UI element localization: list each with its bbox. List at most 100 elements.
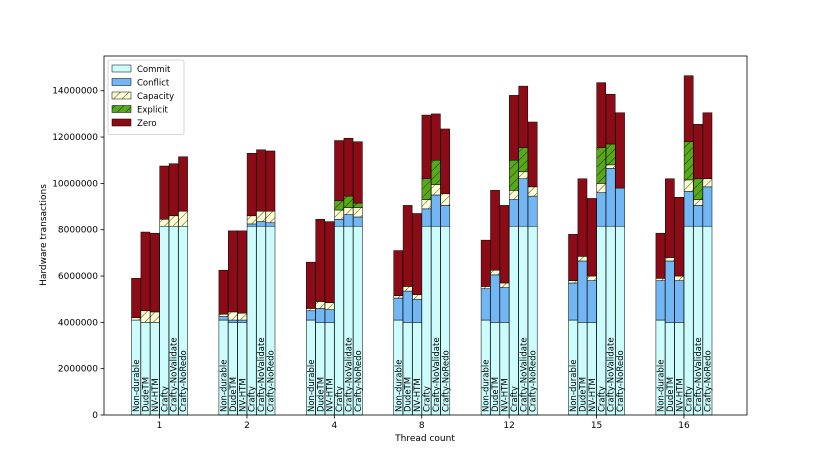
bar-hatch-capacity-non-durable-t2 — [218, 314, 228, 317]
bar-hatch-explicit-crafty-novalidate-t12 — [518, 147, 528, 172]
bar-hatch-capacity-crafty-t16 — [684, 179, 694, 192]
legend-swatch-zero — [111, 118, 132, 127]
bar-segment-conflict-crafty-novalidate-t15 — [605, 168, 616, 227]
bar-label-nv-htm-t12: NV-HTM — [500, 378, 510, 412]
bar-segment-conflict-nv-htm-t8 — [412, 298, 422, 323]
bar-segment-zero-crafty-novalidate-t2 — [256, 149, 266, 212]
bar-segment-conflict-nv-htm-t4 — [324, 309, 335, 323]
bar-segment-conflict-crafty-t8 — [421, 208, 432, 227]
legend-label-explicit: Explicit — [137, 106, 169, 116]
bar-segment-zero-crafty-noredo-t1 — [178, 156, 188, 212]
bar-label-non-durable-t4: Non-durable — [307, 360, 317, 413]
x-tick-label-2: 2 — [244, 421, 250, 431]
bar-hatch-capacity-crafty-t1 — [159, 219, 169, 227]
bar-label-non-durable-t8: Non-durable — [394, 360, 404, 413]
bar-segment-zero-crafty-noredo-t15 — [615, 112, 625, 189]
bar-segment-conflict-dudetm-t16 — [665, 260, 675, 323]
bar-label-dudetm-t4: DudeTM — [316, 377, 326, 412]
bar-label-crafty-noredo-t2: Crafty-NoRedo — [266, 350, 276, 412]
bar-label-crafty-t2: Crafty — [248, 386, 258, 412]
x-axis-title: Thread count — [394, 434, 455, 444]
bar-label-dudetm-t16: DudeTM — [666, 377, 676, 412]
plot-frame — [103, 55, 748, 416]
y-tick-label-1: 2000000 — [58, 365, 98, 375]
y-tick-label-7: 14000000 — [52, 87, 98, 97]
bar-segment-conflict-crafty-novalidate-t12 — [518, 178, 529, 227]
bar-segment-zero-nv-htm-t8 — [412, 213, 422, 295]
bar-hatch-capacity-crafty-novalidate-t2 — [256, 211, 266, 222]
bar-segment-zero-dudetm-t16 — [665, 178, 675, 258]
bar-hatch-capacity-crafty-novalidate-t16 — [693, 199, 703, 206]
bar-segment-conflict-non-durable-t16 — [655, 280, 666, 321]
bar-segment-conflict-crafty-noredo-t16 — [702, 186, 713, 227]
bar-hatch-capacity-dudetm-t2 — [228, 311, 238, 321]
bar-segment-conflict-nv-htm-t2 — [237, 319, 248, 323]
bar-hatch-capacity-nv-htm-t2 — [237, 313, 247, 321]
bar-label-dudetm-t15: DudeTM — [578, 377, 588, 412]
x-axis: 1 2 4 8 12 15 16 — [157, 415, 690, 431]
bar-segment-zero-non-durable-t16 — [655, 232, 666, 279]
bar-hatch-explicit-crafty-novalidate-t15 — [606, 144, 616, 165]
bar-hatch-explicit-crafty-noredo-t4 — [353, 203, 363, 208]
bar-label-non-durable-t2: Non-durable — [219, 360, 229, 413]
bar-hatch-capacity-dudetm-t1 — [140, 310, 150, 323]
bar-label-crafty-novalidate-t1: Crafty-NoValidate — [170, 337, 180, 412]
bar-hatch-capacity-non-durable-t4 — [306, 308, 316, 311]
bar-hatch-capacity-nv-htm-t8 — [412, 294, 422, 300]
bar-segment-zero-non-durable-t4 — [306, 261, 316, 309]
bar-hatch-capacity-dudetm-t15 — [577, 256, 587, 261]
bar-label-dudetm-t2: DudeTM — [229, 377, 239, 412]
bar-segment-conflict-non-durable-t2 — [218, 316, 229, 321]
bar-hatch-explicit-crafty-novalidate-t4 — [343, 196, 353, 208]
bar-segment-conflict-crafty-noredo-t8 — [440, 205, 451, 227]
bar-segment-conflict-crafty-novalidate-t2 — [256, 221, 266, 227]
bar-segment-conflict-nv-htm-t16 — [674, 280, 685, 323]
bar-segment-zero-crafty-t2 — [246, 153, 257, 217]
bar-hatch-explicit-crafty-novalidate-t8 — [431, 160, 441, 185]
bar-label-crafty-t1: Crafty — [160, 386, 170, 412]
bar-segment-zero-crafty-novalidate-t16 — [693, 124, 703, 180]
bar-segment-conflict-crafty-t2 — [246, 223, 257, 227]
bar-segment-conflict-dudetm-t2 — [228, 319, 238, 323]
bar-segment-zero-dudetm-t8 — [402, 205, 413, 287]
bar-label-crafty-novalidate-t8: Crafty-NoValidate — [432, 337, 442, 412]
bar-hatch-capacity-crafty-noredo-t12 — [528, 186, 538, 197]
bar-hatch-capacity-nv-htm-t1 — [150, 311, 160, 323]
bar-hatch-capacity-crafty-noredo-t1 — [178, 211, 188, 227]
x-tick-label-16: 16 — [678, 421, 690, 431]
y-tick-label-6: 12000000 — [52, 133, 98, 143]
bar-label-crafty-t8: Crafty — [422, 386, 432, 412]
bar-segment-conflict-dudetm-t15 — [577, 260, 588, 323]
bar-hatch-capacity-dudetm-t8 — [403, 286, 413, 292]
bar-hatch-capacity-crafty-novalidate-t8 — [431, 184, 441, 195]
bar-segment-zero-crafty-t4 — [334, 140, 344, 202]
y-tick-label-4: 8000000 — [58, 226, 98, 236]
bar-segment-conflict-crafty-noredo-t2 — [265, 222, 276, 227]
bar-segment-zero-non-durable-t15 — [568, 234, 578, 281]
bar-segment-zero-non-durable-t12 — [480, 239, 491, 287]
bar-hatch-capacity-crafty-noredo-t8 — [440, 193, 450, 206]
bar-label-nv-htm-t2: NV-HTM — [238, 378, 248, 412]
bar-segment-conflict-non-durable-t4 — [306, 310, 316, 321]
bar-label-nv-htm-t1: NV-HTM — [151, 378, 161, 412]
bar-segment-conflict-non-durable-t8 — [393, 297, 404, 321]
bar-hatch-capacity-non-durable-t8 — [393, 295, 403, 299]
bar-label-dudetm-t8: DudeTM — [404, 377, 414, 412]
bar-segment-conflict-crafty-t16 — [683, 191, 694, 227]
bar-segment-zero-non-durable-t2 — [218, 269, 229, 315]
y-tick-label-3: 6000000 — [58, 272, 98, 282]
bar-segment-conflict-crafty-noredo-t12 — [527, 195, 538, 227]
bar-segment-conflict-nv-htm-t15 — [587, 280, 597, 323]
y-axis-title: Hardware transactions — [39, 184, 49, 286]
bar-label-dudetm-t1: DudeTM — [141, 377, 151, 412]
bar-segment-conflict-crafty-noredo-t15 — [615, 187, 625, 227]
bar-segment-zero-crafty-novalidate-t4 — [343, 137, 354, 197]
bar-segment-conflict-dudetm-t12 — [490, 274, 500, 323]
bar-hatch-capacity-crafty-noredo-t2 — [265, 211, 275, 223]
y-tick-label-0: 0 — [92, 411, 98, 421]
bar-hatch-capacity-crafty-novalidate-t12 — [518, 171, 528, 179]
bar-segment-zero-nv-htm-t1 — [150, 232, 160, 313]
bar-segment-zero-crafty-noredo-t12 — [527, 121, 538, 188]
bar-hatch-explicit-crafty-t16 — [684, 141, 694, 180]
